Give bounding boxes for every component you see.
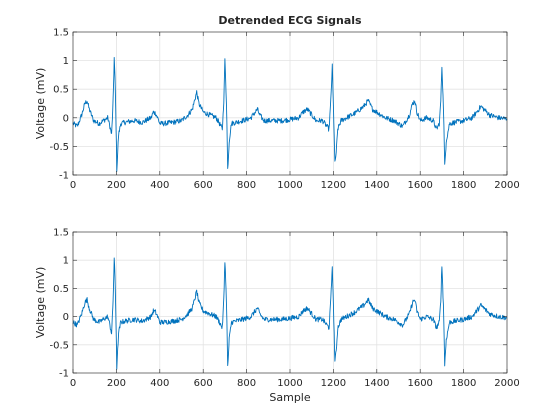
- panel-1-y-tick-label: -1: [59, 171, 69, 182]
- panel-2-y-tick-label: -0.5: [49, 340, 69, 351]
- panel-2-ecg-series-line: [72, 257, 508, 370]
- panel-2-y-tick-label: 0.5: [53, 284, 69, 295]
- panel-1-x-tick-label: 1400: [364, 180, 389, 191]
- panel-1-x-tick-label: 2000: [494, 180, 519, 191]
- panel-1-y-axis-label: Voltage (mV): [34, 68, 47, 140]
- panel-1-title: Detrended ECG Signals: [218, 14, 362, 27]
- panel-2-x-tick-label: 0: [70, 378, 76, 389]
- panel-2-x-tick-label: 1200: [321, 378, 346, 389]
- panel-1-x-tick-label: 800: [237, 180, 256, 191]
- panel-2-y-tick-label: 1: [63, 256, 69, 267]
- panel-1-x-tick-label: 400: [150, 180, 169, 191]
- panel-1-x-tick-label: 1000: [277, 180, 302, 191]
- panel-2-y-tick-label: -1: [59, 369, 69, 380]
- panel-1-x-tick-label: 1600: [407, 180, 432, 191]
- panel-2-x-tick-label: 400: [150, 378, 169, 389]
- panel-1-ecg-series-line: [72, 56, 508, 172]
- panel-2-y-tick-label: 0: [63, 312, 69, 323]
- panel-2-x-tick-label: 1000: [277, 378, 302, 389]
- panel-2-x-axis-label: Sample: [269, 391, 310, 404]
- panel-2-x-tick-label: 200: [107, 378, 126, 389]
- panel-1-x-tick-label: 600: [194, 180, 213, 191]
- panel-1-y-tick-label: 0: [63, 113, 69, 124]
- panel-1-x-tick-label: 0: [70, 180, 76, 191]
- panel-2-x-tick-label: 1800: [451, 378, 476, 389]
- panel-2-x-tick-label: 600: [194, 378, 213, 389]
- panel-2-x-tick-label: 2000: [494, 378, 519, 389]
- panel-2-y-axis-label: Voltage (mV): [34, 267, 47, 339]
- panel-2-y-tick-label: 1.5: [53, 228, 69, 239]
- panel-2-x-tick-label: 1600: [407, 378, 432, 389]
- panel-1-y-tick-label: 1.5: [53, 28, 69, 39]
- panel-2-x-tick-label: 1400: [364, 378, 389, 389]
- panel-1-x-tick-label: 200: [107, 180, 126, 191]
- panel-1-y-tick-label: 0.5: [53, 85, 69, 96]
- panel-1-y-tick-label: -0.5: [49, 142, 69, 153]
- panel-1-y-tick-label: 1: [63, 56, 69, 67]
- panel-1-x-tick-label: 1200: [321, 180, 346, 191]
- panel-1-x-tick-label: 1800: [451, 180, 476, 191]
- panel-2-x-tick-label: 800: [237, 378, 256, 389]
